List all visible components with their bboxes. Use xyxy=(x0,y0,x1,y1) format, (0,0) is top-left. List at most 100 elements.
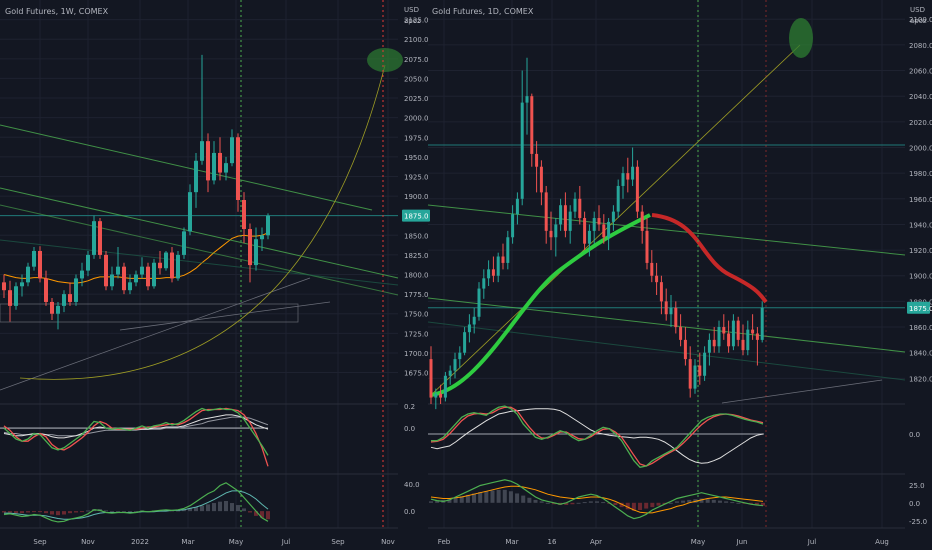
momentum-histogram-bar xyxy=(453,497,458,503)
price-tick-label: 2080.0 xyxy=(909,42,932,50)
current-price-label: 1875.0 xyxy=(404,213,429,221)
candle-body xyxy=(607,221,611,238)
projection-curve xyxy=(19,64,386,380)
right-unit-label: apoz xyxy=(910,17,927,25)
right-candles xyxy=(429,57,764,410)
momentum-tick-label: 40.0 xyxy=(404,481,420,489)
candle-body xyxy=(260,235,264,240)
momentum-histogram-bar xyxy=(62,511,66,515)
momentum-histogram-bar xyxy=(164,509,168,512)
candle-body xyxy=(429,359,433,398)
price-tick-label: 2025.0 xyxy=(404,95,429,103)
candle-body xyxy=(563,205,567,231)
candle-body xyxy=(2,282,6,291)
momentum-tick-label: 0.0 xyxy=(404,508,415,516)
candle-body xyxy=(611,211,615,222)
candle-body xyxy=(122,266,126,291)
bearish-path xyxy=(651,213,768,304)
price-tick-label: 1900.0 xyxy=(404,193,429,201)
time-tick-label: Jul xyxy=(281,538,291,546)
candle-body xyxy=(20,282,24,287)
momentum-histogram-bar xyxy=(188,508,192,512)
momentum-histogram-bar xyxy=(8,511,12,513)
momentum-histogram-bar xyxy=(674,501,679,503)
candle-body xyxy=(74,278,78,302)
candle-body xyxy=(616,185,620,212)
price-tick-label: 1975.0 xyxy=(404,134,429,142)
momentum-histogram-bar xyxy=(570,502,575,505)
momentum-histogram-bar xyxy=(254,511,258,516)
price-tick-label: 2050.0 xyxy=(404,75,429,83)
candle-body xyxy=(626,173,630,180)
candle-body xyxy=(496,256,500,276)
momentum-histogram-bar xyxy=(613,502,618,505)
target-zone xyxy=(367,48,403,72)
candle-body xyxy=(501,256,505,263)
oscillator-red-line xyxy=(430,406,764,467)
candle-body xyxy=(242,200,246,230)
candle-body xyxy=(631,166,635,180)
momentum-histogram-bar xyxy=(576,502,581,504)
left-candles xyxy=(2,54,270,330)
candle-body xyxy=(487,269,491,279)
momentum-histogram-bar xyxy=(478,492,483,503)
right-price-axis: 2100.0 2080.0 2060.0 2040.0 2020.0 2000.0 1980… xyxy=(907,16,932,383)
momentum-histogram-bar xyxy=(86,510,90,512)
price-tick-label: 2060.0 xyxy=(909,68,932,76)
price-tick-label: 1900.0 xyxy=(909,273,932,281)
momentum-tick-label: -25.0 xyxy=(909,518,927,526)
oscillator-tick-label: 0.0 xyxy=(404,425,415,433)
momentum-histogram-bar xyxy=(2,511,6,513)
candle-body xyxy=(68,294,72,302)
candle-body xyxy=(128,282,132,291)
price-tick-label: 1775.0 xyxy=(404,291,429,299)
candle-body xyxy=(80,270,84,279)
trend-line xyxy=(427,204,906,256)
momentum-histogram-bar xyxy=(68,511,72,514)
price-tick-label: 1860.0 xyxy=(909,324,932,332)
time-tick-label: Mar xyxy=(505,538,518,546)
right-momentum: 25.0 0.0 -25.0 xyxy=(429,479,927,526)
candle-body xyxy=(664,301,668,315)
candle-body xyxy=(544,192,548,231)
momentum-histogram-bar xyxy=(465,494,470,503)
oscillator-tick-label: 0.0 xyxy=(909,431,920,439)
momentum-histogram-bar xyxy=(527,497,532,503)
left-unit-label: apoz xyxy=(404,17,421,25)
candle-body xyxy=(693,365,697,389)
momentum-histogram-bar xyxy=(459,496,464,503)
candle-body xyxy=(736,320,740,340)
time-tick-label: 16 xyxy=(548,538,557,546)
candle-body xyxy=(463,332,467,353)
candle-body xyxy=(434,393,438,398)
current-price-tag xyxy=(402,209,430,222)
momentum-histogram-bar xyxy=(447,499,452,503)
projection-line xyxy=(429,44,801,397)
trend-line xyxy=(0,239,399,286)
bullish-path xyxy=(429,213,651,397)
candle-body xyxy=(32,250,36,267)
momentum-histogram-bar xyxy=(705,499,710,503)
candle-body xyxy=(266,215,270,236)
candle-body xyxy=(224,163,228,173)
momentum-histogram-bar xyxy=(582,502,587,504)
candle-body xyxy=(188,192,192,232)
candle-body xyxy=(549,230,553,238)
candle-body xyxy=(578,198,582,219)
momentum-histogram-bar xyxy=(644,502,649,509)
candle-body xyxy=(140,266,144,275)
momentum-histogram-bar xyxy=(122,511,126,513)
candle-body xyxy=(477,288,481,317)
oscillator-green-line xyxy=(431,405,764,469)
candle-body xyxy=(443,375,447,398)
left-chart-title: Gold Futures, 1W, COMEX xyxy=(5,7,109,16)
candle-body xyxy=(635,166,639,212)
candle-body xyxy=(674,307,678,328)
momentum-histogram-bar xyxy=(435,500,440,503)
candle-body xyxy=(44,278,48,302)
price-tick-label: 2000.0 xyxy=(404,115,429,123)
candle-body xyxy=(760,307,764,340)
momentum-histogram-bar xyxy=(212,503,216,512)
candle-body xyxy=(152,262,156,287)
